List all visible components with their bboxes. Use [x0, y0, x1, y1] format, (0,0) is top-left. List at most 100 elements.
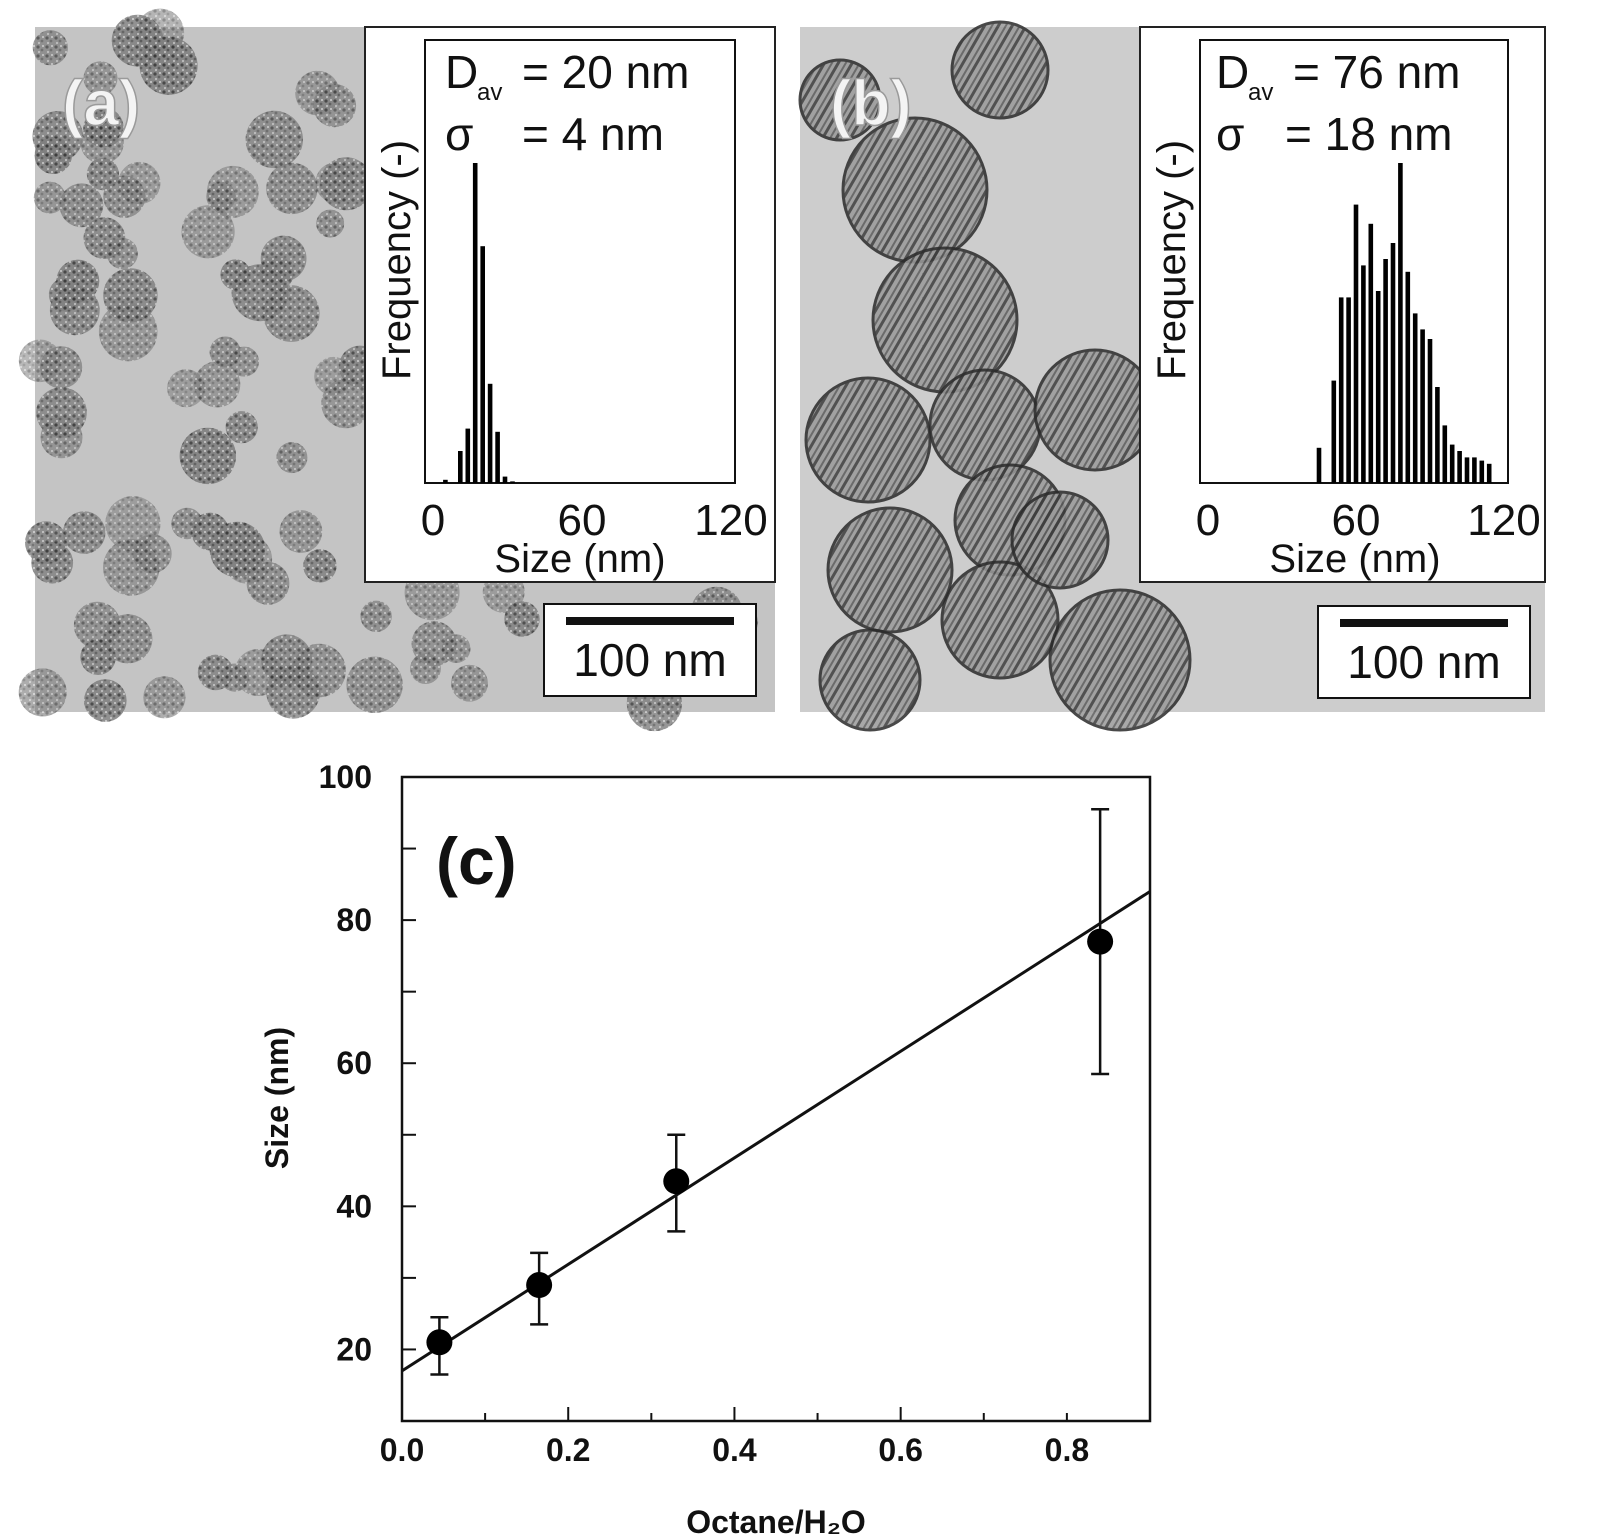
panel-b-dav-prefix: D — [1216, 46, 1249, 98]
panel-a-particle — [111, 14, 164, 67]
panel-b-particles — [798, 20, 1192, 732]
panel-b-bar — [1435, 387, 1440, 483]
panel-a-ylabel: Frequency (-) — [375, 140, 419, 380]
panel-b-bar — [1486, 463, 1492, 483]
panel-a-particle — [194, 361, 241, 408]
panel-b-bar — [1316, 447, 1322, 483]
panel-b-dav-sub: av — [1248, 79, 1273, 106]
panel-b-inset: D av = 76 nm σ = 18 nm Frequency (-) 0 60… — [1139, 26, 1546, 583]
panel-a-particle — [40, 346, 83, 389]
panel-b-particle — [940, 560, 1060, 680]
panel-c-fit — [401, 890, 1151, 1373]
panel-a-particle — [209, 336, 241, 368]
panel-a-particle — [181, 205, 235, 259]
panel-b-bar — [1375, 291, 1381, 483]
panel-c-fit-line — [401, 890, 1151, 1373]
panel-b-ylabel: Frequency (-) — [1150, 140, 1194, 380]
panel-a-dav-sub: av — [477, 79, 502, 106]
panel-a-scale-label: 100 nm — [573, 634, 726, 686]
panel-a-particle — [314, 356, 353, 396]
panel-a-bar — [458, 451, 463, 483]
panel-a-particle — [171, 507, 203, 540]
panel-c-xtick-label: 0.6 — [878, 1432, 922, 1468]
panel-a-particle — [31, 541, 74, 584]
panel-c-ytick-label: 40 — [336, 1188, 372, 1224]
panel-a-label: (a) — [62, 67, 140, 139]
panel-a-particle — [86, 158, 119, 191]
panel-a-particle — [106, 237, 138, 270]
panel-b-bar — [1420, 329, 1425, 483]
panel-c-label: (c) — [436, 824, 517, 898]
panel-a-particle — [179, 427, 236, 485]
panel-a-particle — [276, 442, 308, 474]
panel-a-xlabel: Size (nm) — [494, 537, 665, 581]
panel-a-xtick-label: 120 — [694, 496, 767, 545]
panel-c-xtick-label: 0.4 — [712, 1432, 757, 1468]
panel-c-xtick-label: 0.8 — [1045, 1432, 1089, 1468]
panel-b-bar — [1390, 243, 1396, 483]
panel-a-particle — [279, 510, 323, 553]
panel-a-particle — [34, 136, 72, 174]
panel-a-particle — [143, 676, 186, 719]
panel-a-bar — [502, 476, 508, 483]
panel-a-scale-bar: 100 nm — [543, 603, 757, 697]
panel-a-particle — [316, 209, 345, 238]
panel-a-bar — [443, 479, 448, 483]
panel-c-point — [426, 1329, 453, 1356]
panel-a-particle — [206, 181, 236, 212]
panel-a-particle — [346, 656, 403, 713]
panel-a-bar — [472, 163, 478, 483]
panel-a-particle — [48, 277, 83, 312]
panel-a-scale-line — [566, 617, 734, 625]
panel-b-bar — [1383, 259, 1388, 483]
panel-b-dav-value: = 76 nm — [1293, 46, 1461, 98]
panel-a-particle — [303, 549, 337, 583]
panel-c-ytick-label: 100 — [319, 759, 372, 795]
panel-a-particle — [103, 539, 160, 596]
panel-a-bar — [465, 428, 471, 483]
panel-b-particle — [950, 20, 1050, 120]
panel-a-sigma-value: = 4 nm — [522, 108, 664, 160]
panel-a-particle — [32, 30, 68, 66]
panel-a-particle — [103, 614, 153, 664]
panel-b-bar — [1368, 223, 1374, 484]
panel-c-ytick-label: 60 — [336, 1045, 372, 1081]
panel-b-particle — [1033, 348, 1157, 472]
panel-b-particle — [1048, 588, 1192, 732]
panel-b-bar — [1361, 265, 1366, 483]
panel-b-bar — [1442, 425, 1448, 483]
panel-a-particle — [266, 162, 318, 215]
panel-a-bar — [510, 481, 515, 483]
panel-b-bar — [1331, 380, 1337, 483]
panel-a-particle — [103, 268, 158, 323]
panel-a-particle — [225, 411, 258, 444]
panel-a-xticks: 0 60 120 — [421, 496, 768, 545]
panel-c-chart: 0.0 0.2 0.4 0.6 0.8 20 40 60 80 100 (c) Size (nm)… — [259, 759, 1152, 1540]
panel-a-inset: D av = 20 nm σ = 4 nm Frequency (-) 0 60 1… — [364, 26, 776, 583]
panel-c-point — [526, 1272, 553, 1299]
panel-b-bar — [1449, 444, 1455, 483]
panel-a-dav-prefix: D — [445, 46, 478, 98]
panel-c-ytick-label: 80 — [336, 902, 372, 938]
panel-a-particle — [197, 654, 234, 691]
panel-a-particle — [18, 668, 67, 717]
panel-b-particle — [928, 368, 1042, 482]
panel-b-sigma-symbol: σ — [1216, 108, 1244, 160]
panel-b-xticks: 0 60 120 — [1196, 496, 1541, 545]
panel-a-particle — [84, 679, 127, 722]
panel-b-scale-line — [1340, 619, 1508, 627]
panel-b-bar — [1427, 339, 1433, 483]
panel-b-xtick-label: 0 — [1196, 496, 1220, 545]
panel-a-particle — [441, 634, 471, 663]
panel-b-bar — [1464, 457, 1470, 483]
panel-a-bar — [480, 246, 485, 483]
panel-b-particle — [826, 506, 954, 634]
panel-a-particle — [231, 264, 289, 322]
panel-a-particle — [245, 110, 303, 169]
panel-a-particle — [105, 496, 161, 552]
panel-a-particle — [234, 649, 282, 696]
panel-b-bar — [1353, 204, 1359, 483]
panel-b-histogram-bars — [1316, 163, 1492, 484]
panel-b-sigma-value: = 18 nm — [1285, 108, 1453, 160]
panel-c-point — [1087, 928, 1114, 955]
